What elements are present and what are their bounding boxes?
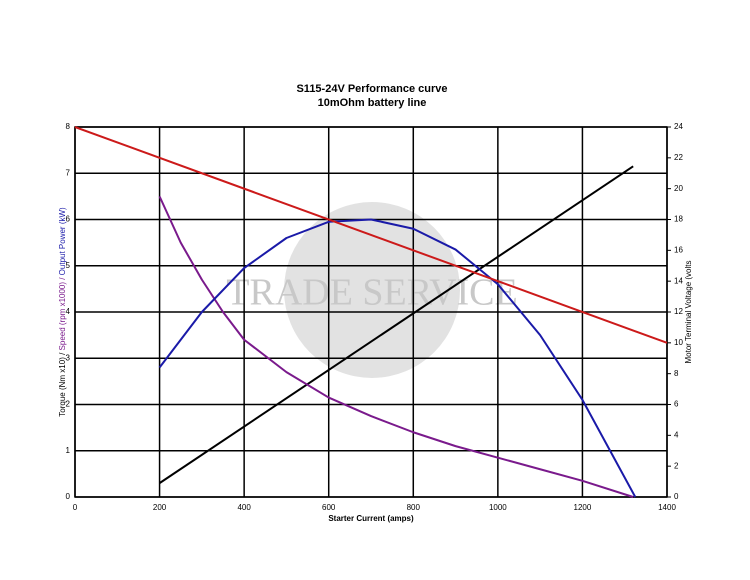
y2-tick-label: 12 — [674, 307, 683, 316]
x-tick-label: 1200 — [574, 503, 592, 512]
y-tick-label: 1 — [66, 446, 71, 455]
y-axis-label: Torque (Nm x10) / Speed (rpm x1000) / Ou… — [58, 207, 67, 417]
y-tick-label: 7 — [66, 168, 71, 177]
y-tick-label: 8 — [66, 122, 71, 131]
series-line — [158, 218, 637, 498]
x-tick-label: 0 — [73, 503, 78, 512]
y-tick-label: 3 — [66, 353, 71, 362]
chart-subtitle: 10mOhm battery line — [318, 97, 427, 109]
y2-tick-label: 10 — [674, 338, 683, 347]
y-tick-label: 0 — [66, 492, 71, 501]
y2-tick-label: 8 — [674, 369, 679, 378]
series-line — [74, 126, 668, 344]
y2-tick-label: 14 — [674, 276, 683, 285]
x-tick-label: 1000 — [489, 503, 507, 512]
x-tick-label: 200 — [153, 503, 167, 512]
y2-axis-label: Motor Terminal Voltage (volts — [684, 260, 693, 363]
y2-tick-label: 6 — [674, 400, 679, 409]
watermark: TRADE SERVICE — [226, 272, 517, 314]
x-tick-label: 400 — [237, 503, 251, 512]
y-axis-label-part: Torque (Nm x10) / — [58, 350, 67, 416]
y-axis-label-part: Speed (rpm x1000) / — [58, 275, 67, 350]
x-tick-label: 800 — [407, 503, 421, 512]
y2-tick-label: 16 — [674, 245, 683, 254]
series-line — [159, 165, 634, 484]
y2-tick-label: 24 — [674, 122, 683, 131]
y2-tick-label: 4 — [674, 430, 679, 439]
y2-tick-label: 0 — [674, 492, 679, 501]
x-tick-label: 1400 — [658, 503, 676, 512]
x-axis-label: Starter Current (amps) — [328, 514, 414, 523]
series-line — [158, 195, 634, 498]
y-axis-label-part: Output Power (kW) — [58, 207, 67, 275]
y-tick-label: 4 — [66, 307, 71, 316]
y2-tick-label: 22 — [674, 153, 683, 162]
x-tick-label: 600 — [322, 503, 336, 512]
y-tick-label: 5 — [66, 261, 71, 270]
y2-tick-label: 2 — [674, 461, 679, 470]
y-tick-label: 6 — [66, 215, 71, 224]
y-tick-label: 2 — [66, 400, 71, 409]
y2-tick-label: 18 — [674, 215, 683, 224]
plot-border — [74, 126, 668, 498]
y2-tick-label: 20 — [674, 184, 683, 193]
chart-title: S115-24V Performance curve — [296, 83, 447, 95]
